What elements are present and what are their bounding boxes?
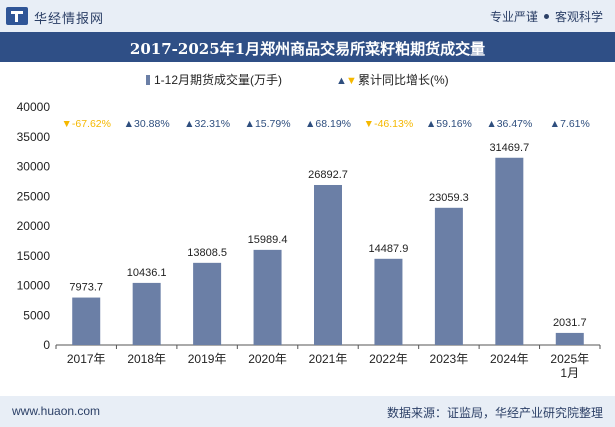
growth-label: ▼-46.13% bbox=[364, 118, 414, 130]
legend-down-marker: ▼ bbox=[346, 75, 357, 87]
bar-value-label: 10436.1 bbox=[127, 267, 167, 279]
bar-value-label: 2031.7 bbox=[553, 317, 587, 329]
bar bbox=[374, 258, 403, 345]
y-tick-label: 30000 bbox=[17, 160, 51, 174]
legend-volume-label: 1-12月期货成交量(万手) bbox=[154, 72, 282, 87]
growth-label: ▲59.16% bbox=[426, 118, 472, 130]
bar bbox=[253, 249, 282, 345]
bar bbox=[132, 282, 161, 345]
bar-chart: 1-12月期货成交量(万手) ▲ ▼ 累计同比增长(%) 0 5000 10000 15000… bbox=[17, 72, 601, 380]
x-tick-label: 2023年 bbox=[430, 352, 469, 366]
dot-separator-icon bbox=[543, 14, 549, 19]
x-tick-label: 2018年 bbox=[127, 352, 166, 366]
brand-name: 华经情报网 bbox=[34, 11, 105, 26]
chart-title: 2017-2025年1月郑州商品交易所菜籽粕期货成交量 bbox=[129, 40, 486, 58]
bar bbox=[555, 332, 584, 345]
legend-bar-swatch bbox=[146, 75, 150, 85]
bar-value-label: 15989.4 bbox=[248, 234, 288, 246]
growth-label: ▲7.61% bbox=[550, 118, 590, 130]
x-tick-label: 1月 bbox=[560, 366, 579, 380]
y-tick-label: 0 bbox=[43, 338, 50, 352]
x-tick-label: 2022年 bbox=[369, 352, 408, 366]
legend-up-marker: ▲ bbox=[336, 75, 347, 87]
footer-bar bbox=[0, 396, 615, 427]
header-bar bbox=[0, 0, 615, 32]
x-tick-label: 2020年 bbox=[248, 352, 287, 366]
growth-label: ▲36.47% bbox=[486, 118, 532, 130]
tagline-right: 客观科学 bbox=[554, 10, 603, 24]
bar-value-label: 31469.7 bbox=[489, 142, 529, 154]
y-tick-label: 40000 bbox=[17, 100, 51, 114]
bar bbox=[314, 184, 342, 345]
x-tick-label: 2021年 bbox=[309, 352, 348, 366]
tagline: 专业严谨 客观科学 bbox=[490, 8, 603, 25]
x-tick-label: 2024年 bbox=[490, 352, 529, 366]
data-source: 数据来源：证监局，华经产业研究院整理 bbox=[386, 406, 603, 420]
bar bbox=[72, 297, 101, 345]
bar bbox=[193, 262, 222, 345]
bar bbox=[434, 207, 463, 345]
y-tick-label: 10000 bbox=[17, 279, 51, 293]
huajing-logo-icon bbox=[6, 7, 28, 25]
bar-value-label: 23059.3 bbox=[429, 192, 469, 204]
y-tick-label: 35000 bbox=[17, 130, 51, 144]
growth-label: ▲32.31% bbox=[184, 118, 230, 130]
bar-value-label: 7973.7 bbox=[69, 282, 103, 294]
bar bbox=[495, 157, 524, 345]
growth-label: ▼-67.62% bbox=[61, 118, 111, 130]
bar-value-label: 13808.5 bbox=[187, 247, 227, 259]
y-tick-label: 5000 bbox=[23, 308, 50, 322]
y-tick-label: 20000 bbox=[17, 219, 51, 233]
growth-label: ▲30.88% bbox=[124, 118, 170, 130]
bar-value-label: 14487.9 bbox=[369, 243, 409, 255]
legend-growth-label: 累计同比增长(%) bbox=[358, 73, 449, 87]
y-tick-label: 15000 bbox=[17, 249, 51, 263]
title-bar bbox=[0, 32, 615, 62]
x-tick-label: 2025年 bbox=[550, 352, 589, 366]
bar-value-label: 26892.7 bbox=[308, 169, 348, 181]
x-tick-label: 2017年 bbox=[67, 352, 106, 366]
site-url: www.huaon.com bbox=[12, 404, 101, 418]
x-tick-label: 2019年 bbox=[188, 352, 227, 366]
y-tick-label: 25000 bbox=[17, 189, 51, 203]
tagline-left: 专业严谨 bbox=[489, 10, 538, 24]
growth-label: ▲68.19% bbox=[305, 118, 351, 130]
growth-label: ▲15.79% bbox=[245, 118, 291, 130]
